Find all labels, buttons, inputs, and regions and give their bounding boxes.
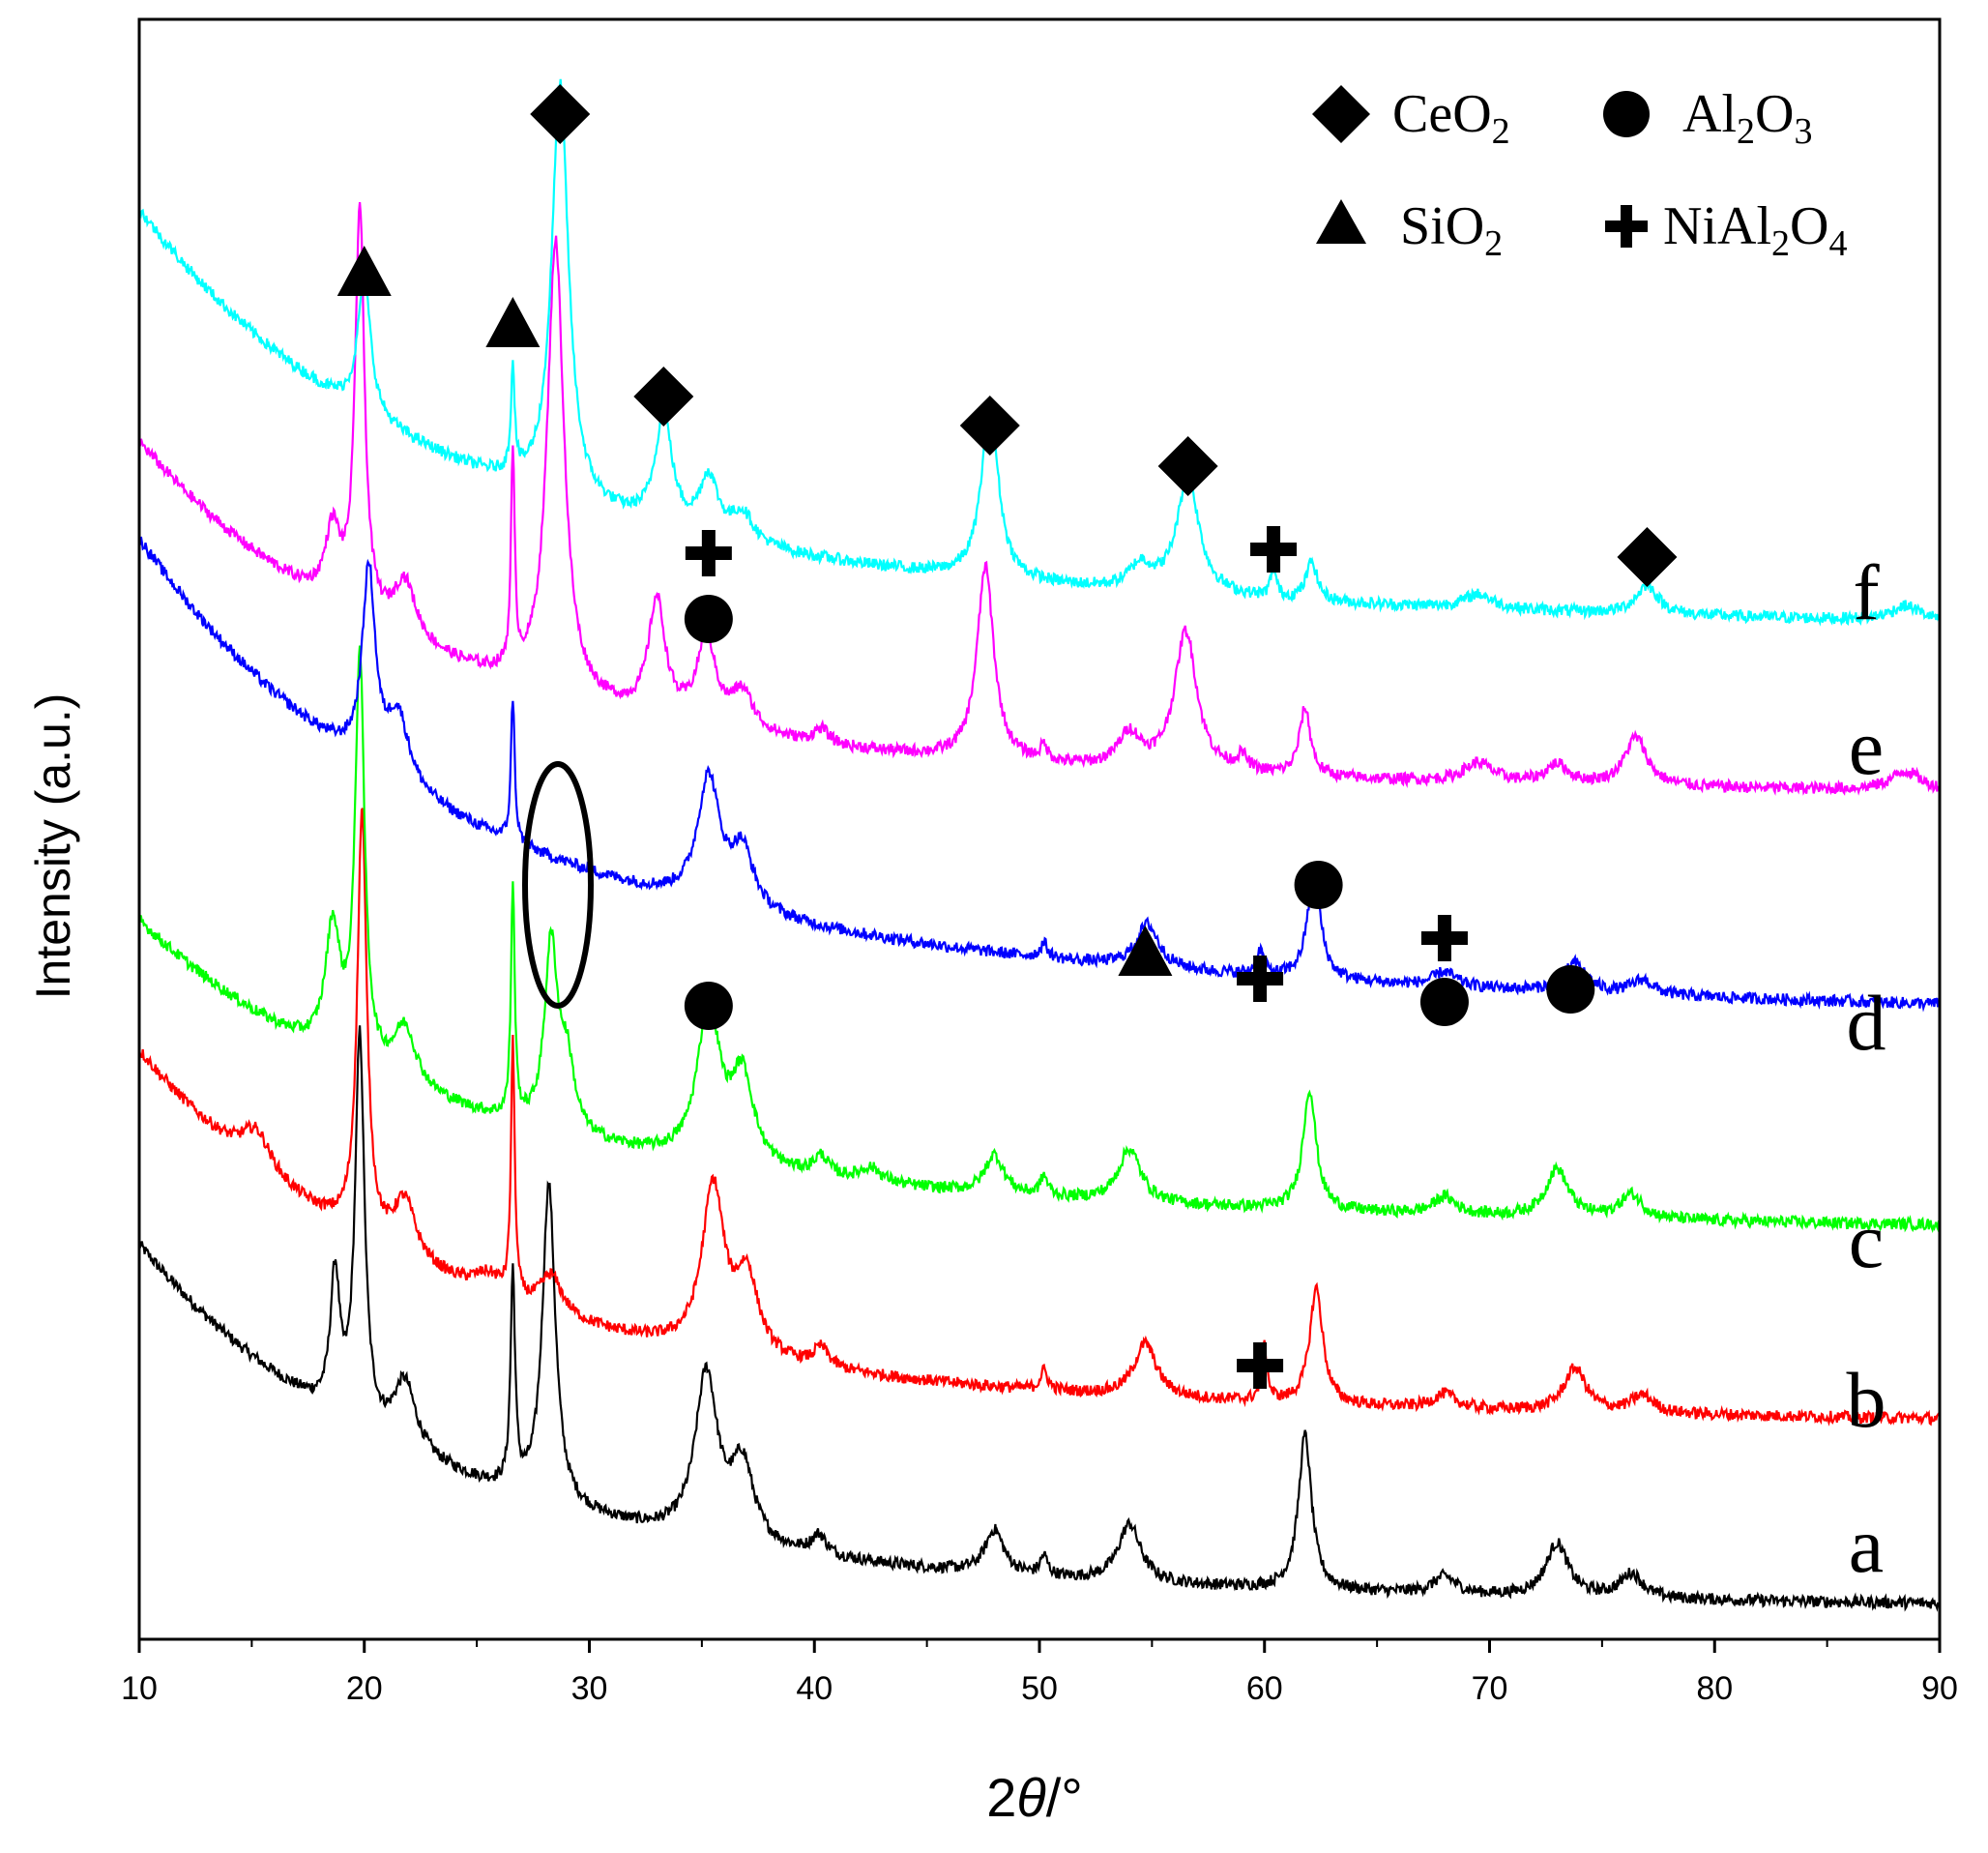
diamond-marker-icon: [959, 396, 1020, 456]
series-f-line: [137, 78, 1941, 627]
triangle-marker-icon: [485, 297, 541, 347]
series-c-label: c: [1849, 1196, 1884, 1284]
series-layer: [137, 78, 1941, 1612]
circle-marker-icon: [684, 982, 733, 1030]
series-f-label: f: [1853, 548, 1880, 636]
series-e-line: [137, 201, 1941, 796]
circle-marker-icon: [1419, 978, 1469, 1026]
cross-marker-icon: [1237, 956, 1284, 1002]
diamond-marker-icon: [530, 84, 591, 144]
series-d-line: [137, 533, 1941, 1013]
diamond-marker-icon: [633, 367, 694, 426]
legend-al2o3-label: Al2O3: [1682, 84, 1812, 152]
legend-circle-icon: [1603, 91, 1650, 137]
series-d-label: d: [1847, 979, 1886, 1067]
series-e-label: e: [1849, 703, 1884, 791]
legend-triangle-icon: [1316, 199, 1366, 244]
triangle-marker-icon: [336, 246, 392, 296]
series-b-label: b: [1847, 1356, 1886, 1444]
x-tick-layer: 10 20 30 40 50 60 70 80 90: [121, 1639, 1958, 1707]
series-b-line: [137, 808, 1941, 1427]
cross-marker-icon: [1237, 1342, 1284, 1389]
x-tick-label: 90: [1921, 1670, 1958, 1707]
x-tick-label: 50: [1021, 1670, 1058, 1707]
highlight-ellipse: [522, 761, 594, 1009]
x-tick-label: 60: [1246, 1670, 1283, 1707]
cross-marker-icon: [685, 530, 732, 576]
triangle-marker-icon: [1118, 926, 1173, 976]
x-tick-label: 80: [1696, 1670, 1733, 1707]
cross-marker-icon: [1420, 915, 1468, 961]
x-axis-title: 2θ/°: [986, 1767, 1083, 1828]
legend-ceo2-label: CeO2: [1392, 84, 1510, 152]
x-tick-label: 10: [121, 1670, 158, 1707]
peak-marker-layer: [336, 84, 1678, 1389]
y-axis-title: Intensity (a.u.): [26, 693, 80, 1000]
diamond-marker-icon: [1617, 527, 1678, 587]
x-tick-label: 40: [796, 1670, 833, 1707]
legend: CeO2 Al2O3 SiO2 NiAl2O4: [1312, 84, 1847, 264]
legend-nial2o4-label: NiAl2O4: [1663, 196, 1847, 264]
circle-marker-icon: [1294, 861, 1343, 909]
series-a-line: [137, 1025, 1941, 1612]
x-tick-label: 70: [1472, 1670, 1508, 1707]
circle-marker-icon: [684, 595, 733, 643]
circle-marker-icon: [1546, 965, 1595, 1014]
cross-marker-icon: [1250, 526, 1298, 573]
x-tick-label: 30: [571, 1670, 608, 1707]
x-tick-label: 20: [346, 1670, 383, 1707]
legend-cross-icon: [1605, 205, 1648, 248]
legend-sio2-label: SiO2: [1400, 196, 1503, 264]
legend-diamond-icon: [1312, 85, 1370, 143]
curve-letter-layer: abc d ef: [1847, 548, 1886, 1589]
series-c-line: [137, 645, 1941, 1233]
plot-frame: [137, 17, 1942, 1641]
diamond-marker-icon: [1157, 436, 1218, 496]
series-a-label: a: [1849, 1501, 1884, 1589]
